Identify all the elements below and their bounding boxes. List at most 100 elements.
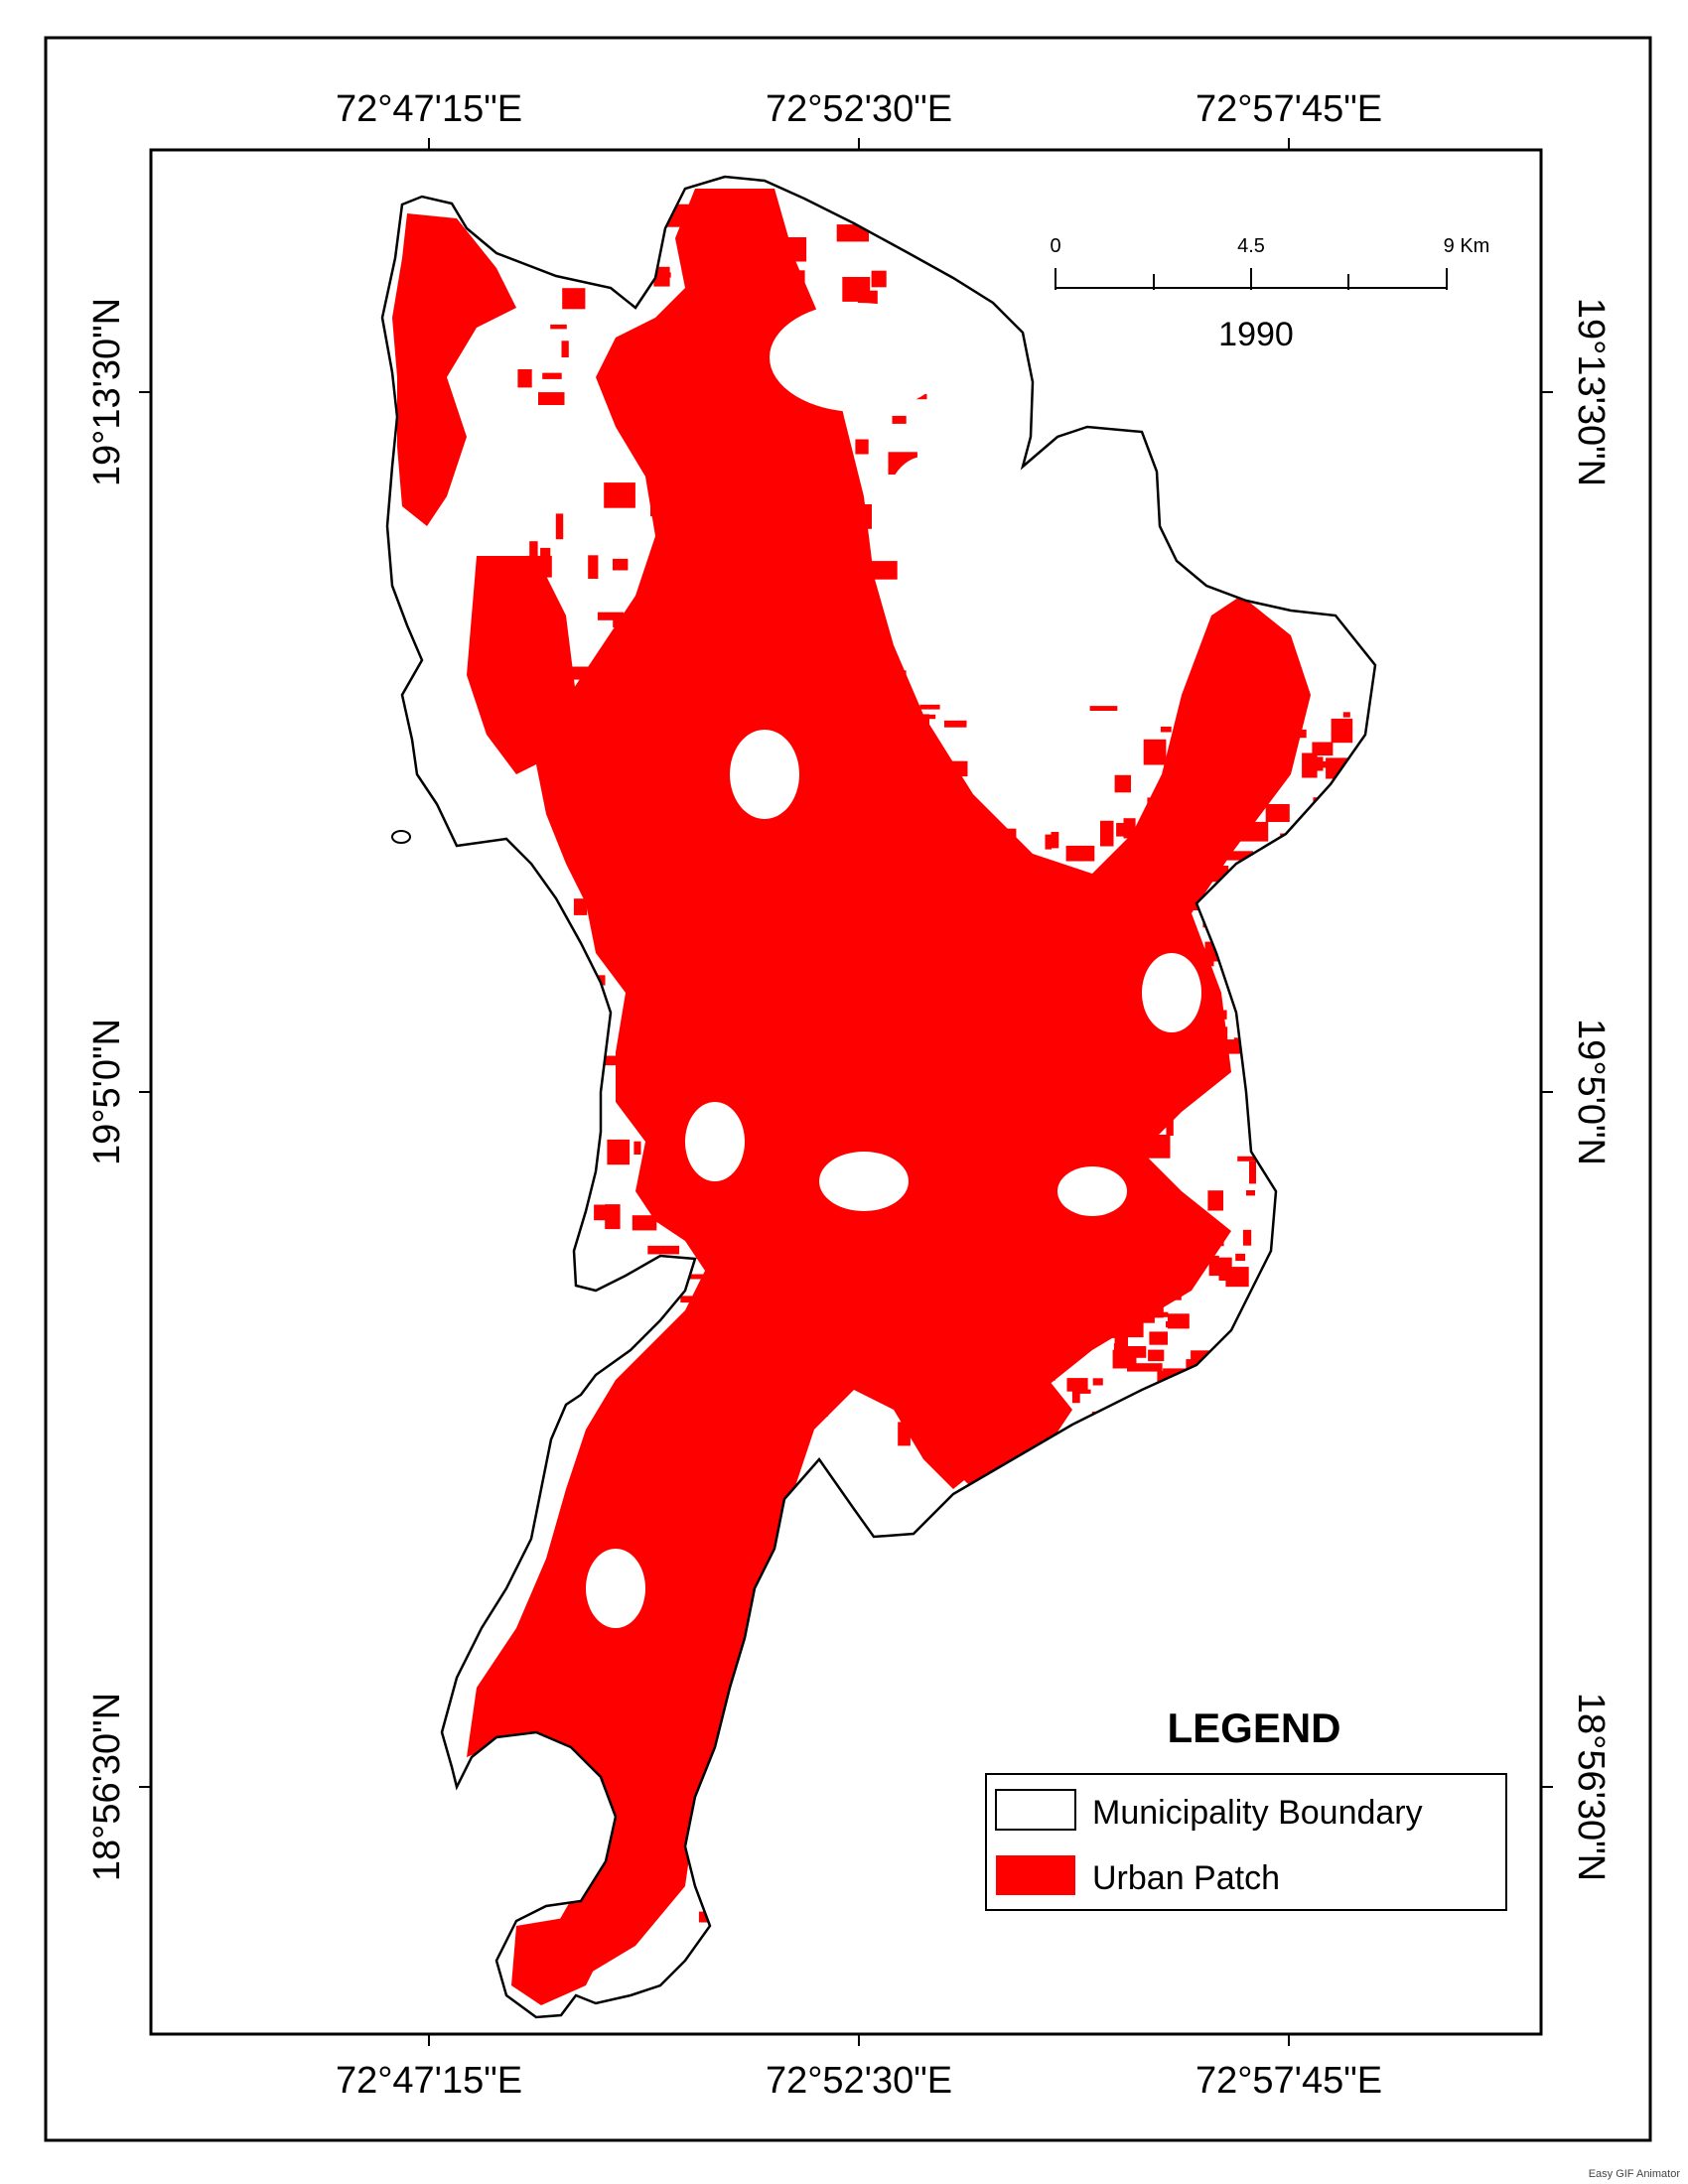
urban-speck xyxy=(1160,726,1172,733)
urban-speck xyxy=(540,547,551,572)
urban-speck xyxy=(568,1685,597,1706)
urban-speck xyxy=(799,1412,828,1417)
urban-speck xyxy=(934,1342,957,1349)
urban-speck xyxy=(1246,1190,1255,1196)
urban-speck xyxy=(620,1818,650,1840)
urban-speck xyxy=(1051,1081,1082,1098)
urban-speck xyxy=(728,370,761,384)
urban-speck xyxy=(1149,1331,1168,1345)
urban-speck xyxy=(1143,739,1167,765)
urban-speck xyxy=(654,466,680,481)
urban-speck xyxy=(865,561,898,580)
urban-speck xyxy=(1100,820,1114,847)
urban-speck xyxy=(944,720,967,728)
urban-speck xyxy=(747,1156,771,1168)
urban-speck xyxy=(1163,1211,1179,1216)
urban-speck xyxy=(892,415,907,424)
urban-speck xyxy=(871,270,887,288)
urban-speck xyxy=(1012,1329,1030,1349)
urban-speck xyxy=(672,1739,682,1760)
urban-speck xyxy=(936,1145,952,1153)
urban-speck xyxy=(1081,1228,1105,1252)
urban-speck xyxy=(867,1094,897,1100)
urban-speck xyxy=(673,397,700,417)
urban-speck xyxy=(976,1004,1003,1027)
urban-speck xyxy=(774,1141,795,1148)
urban-speck xyxy=(908,1032,941,1043)
urban-speck xyxy=(989,1126,1006,1131)
urban-speck xyxy=(832,572,846,589)
urban-speck xyxy=(1186,1359,1194,1371)
urban-speck xyxy=(993,875,1008,883)
urban-speck xyxy=(836,224,869,242)
urban-speck xyxy=(1124,951,1154,963)
urban-speck xyxy=(754,894,767,917)
urban-speck xyxy=(1316,760,1336,768)
urban-speck xyxy=(555,513,564,540)
urban-speck xyxy=(1242,1229,1252,1246)
urban-speck xyxy=(729,1200,752,1216)
urban-speck xyxy=(739,1380,764,1386)
urban-speck xyxy=(684,624,720,633)
urban-speck xyxy=(699,771,717,779)
urban-speck xyxy=(663,1470,682,1476)
urban-speck xyxy=(868,768,894,794)
urban-speck xyxy=(1066,1378,1088,1392)
urban-speck xyxy=(736,416,755,437)
urban-speck xyxy=(984,1066,997,1085)
urban-speck xyxy=(858,743,870,762)
urban-speck xyxy=(628,1371,635,1394)
urban-speck xyxy=(976,1308,991,1331)
urban-speck xyxy=(986,951,1011,969)
urban-speck xyxy=(1225,1267,1249,1288)
urban-speck xyxy=(1265,804,1290,822)
urban-speck xyxy=(621,1743,650,1766)
urban-speck xyxy=(922,1102,931,1121)
urban-speck xyxy=(1016,964,1045,986)
urban-speck xyxy=(783,569,817,593)
urban-speck xyxy=(751,1038,769,1053)
legend-label-boundary: Municipality Boundary xyxy=(1092,1794,1423,1832)
urban-speck xyxy=(773,1442,792,1467)
urban-speck xyxy=(899,717,913,731)
urban-speck xyxy=(608,820,616,843)
urban-speck xyxy=(919,704,940,710)
urban-speck xyxy=(768,407,795,423)
urban-speck xyxy=(627,873,652,889)
urban-speck xyxy=(1164,1268,1196,1274)
urban-speck xyxy=(674,722,704,734)
urban-speck xyxy=(517,369,532,388)
municipality-boundary xyxy=(380,175,1377,2019)
urban-speck xyxy=(620,1547,643,1559)
urban-speck xyxy=(692,631,708,647)
urban-speck xyxy=(1171,1285,1182,1300)
urban-speck xyxy=(1008,933,1038,940)
urban-speck xyxy=(1080,1327,1088,1344)
urban-speck xyxy=(664,1614,686,1636)
urban-speck xyxy=(780,1002,807,1018)
urban-speck xyxy=(1342,712,1350,718)
urban-speck xyxy=(839,1246,869,1269)
urban-speck xyxy=(937,1410,949,1425)
urban-speck xyxy=(806,1345,828,1367)
urban-speck xyxy=(1112,1259,1139,1276)
urban-speck xyxy=(1019,1242,1042,1262)
urban-speck xyxy=(789,1213,800,1238)
urban-speck xyxy=(1007,1387,1036,1403)
urban-speck xyxy=(841,1131,854,1152)
urban-speck xyxy=(875,706,899,718)
urban-speck xyxy=(767,1330,784,1349)
urban-speck xyxy=(680,1033,707,1044)
urban-speck xyxy=(802,1305,830,1326)
urban-speck xyxy=(1153,1300,1164,1318)
urban-speck xyxy=(610,1631,639,1656)
urban-speck xyxy=(1266,770,1277,794)
urban-speck xyxy=(1331,718,1353,744)
urban-speck xyxy=(624,959,639,968)
urban-speck xyxy=(842,277,871,302)
urban-speck xyxy=(850,953,873,959)
urban-speck xyxy=(1039,1106,1048,1126)
urban-speck xyxy=(654,1777,682,1793)
urban-speck xyxy=(752,1196,773,1215)
urban-speck xyxy=(888,871,896,893)
